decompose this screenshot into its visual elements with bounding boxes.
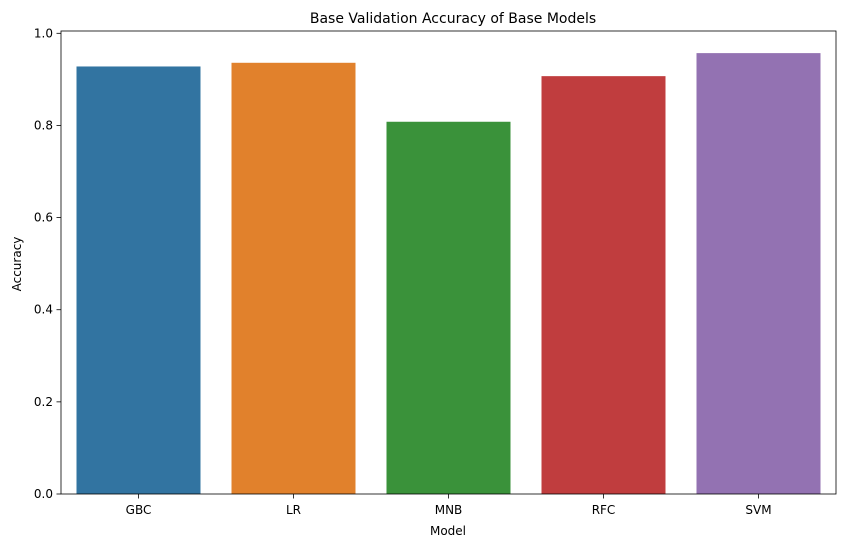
bar-gbc [76, 66, 201, 494]
x-tick-label-mnb: MNB [435, 503, 463, 517]
y-tick-label: 0.6 [34, 211, 53, 225]
x-tick-label-gbc: GBC [126, 503, 152, 517]
y-tick-label: 0.8 [34, 118, 53, 132]
bar-rfc [541, 76, 666, 495]
x-tick-label-svm: SVM [745, 503, 771, 517]
y-tick-label: 1.0 [34, 26, 53, 40]
y-axis-label: Accuracy [10, 237, 24, 292]
y-tick-label: 0.4 [34, 303, 53, 317]
x-axis-label: Model [430, 524, 466, 538]
bar-svm [696, 53, 821, 494]
bars-layer [76, 53, 821, 495]
x-axis-ticks: GBC LR MNB RFC SVM [126, 494, 772, 517]
y-tick-label: 0.2 [34, 395, 53, 409]
y-tick-label: 0.0 [34, 487, 53, 501]
x-tick-label-lr: LR [286, 503, 301, 517]
x-tick-label-rfc: RFC [592, 503, 616, 517]
bar-lr [231, 62, 356, 495]
bar-mnb [386, 121, 511, 495]
chart-title: Base Validation Accuracy of Base Models [310, 11, 596, 27]
axes-frame [60, 30, 837, 495]
y-axis-ticks: 0.0 0.2 0.4 0.6 0.8 1.0 [34, 26, 61, 501]
plot-border [60, 30, 837, 495]
